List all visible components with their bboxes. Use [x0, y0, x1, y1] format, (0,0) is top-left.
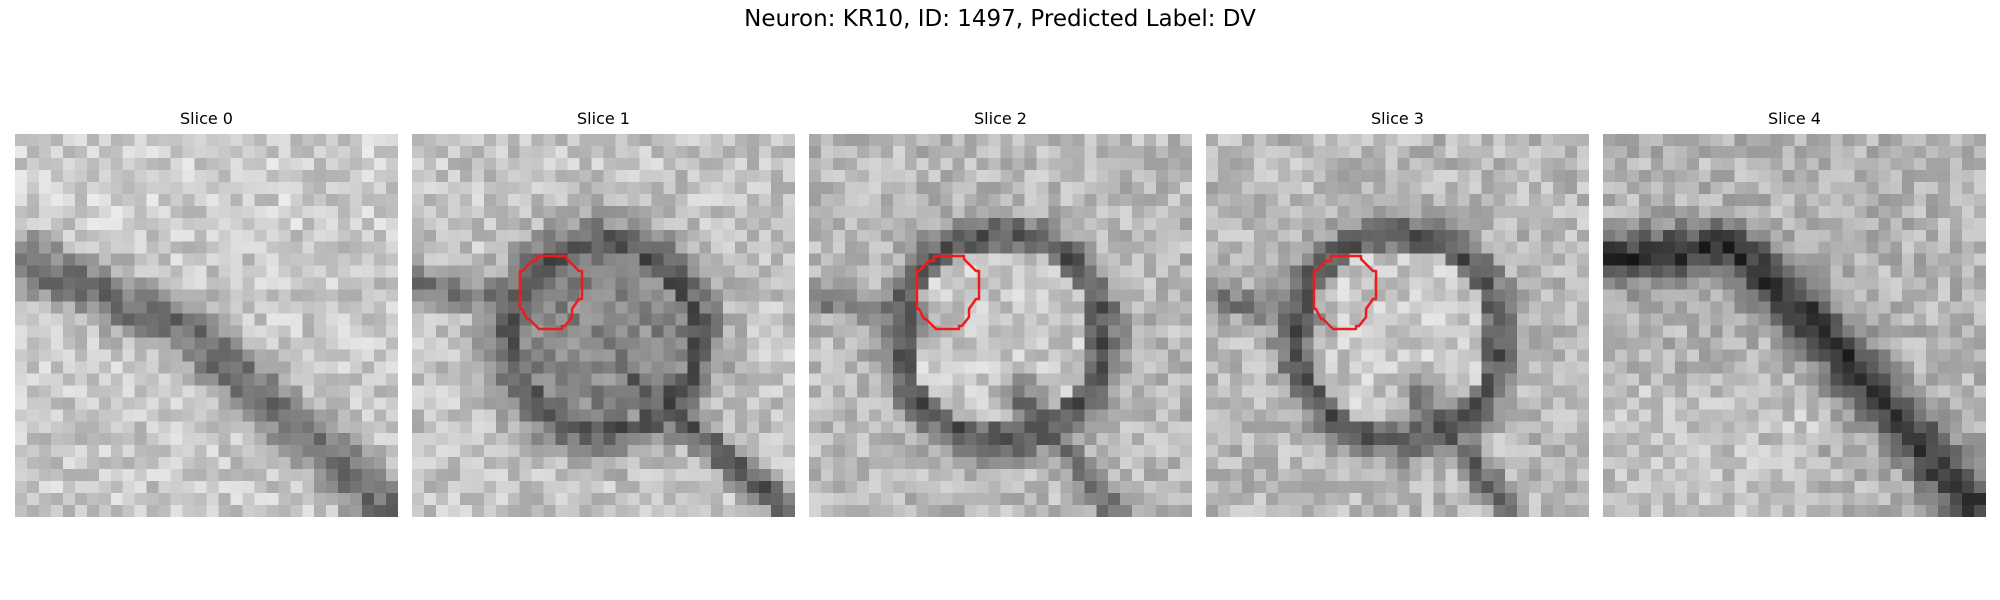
slice-image: [1603, 134, 1986, 517]
slice-title: Slice 4: [1768, 109, 1821, 128]
roi-outline: [1312, 254, 1378, 331]
slice-panel-0: Slice 0: [15, 108, 398, 517]
slice-title: Slice 1: [577, 109, 630, 128]
slice-panel-3: Slice 3: [1206, 108, 1589, 517]
slice-image: [1206, 134, 1589, 517]
roi-contour: [518, 254, 584, 331]
slice-panel-4: Slice 4: [1603, 108, 1986, 517]
slice-image: [809, 134, 1192, 517]
figure-title: Neuron: KR10, ID: 1497, Predicted Label:…: [744, 6, 1256, 32]
slice-panel-1: Slice 1: [412, 108, 795, 517]
roi-contour: [915, 254, 981, 331]
slice-image: [15, 134, 398, 517]
roi-outline: [915, 254, 981, 331]
roi-contour: [1312, 254, 1378, 331]
slice-panel-2: Slice 2: [809, 108, 1192, 517]
slice-title: Slice 2: [974, 109, 1027, 128]
roi-outline: [518, 254, 584, 331]
slice-title: Slice 3: [1371, 109, 1424, 128]
slice-title: Slice 0: [180, 109, 233, 128]
slice-image: [412, 134, 795, 517]
